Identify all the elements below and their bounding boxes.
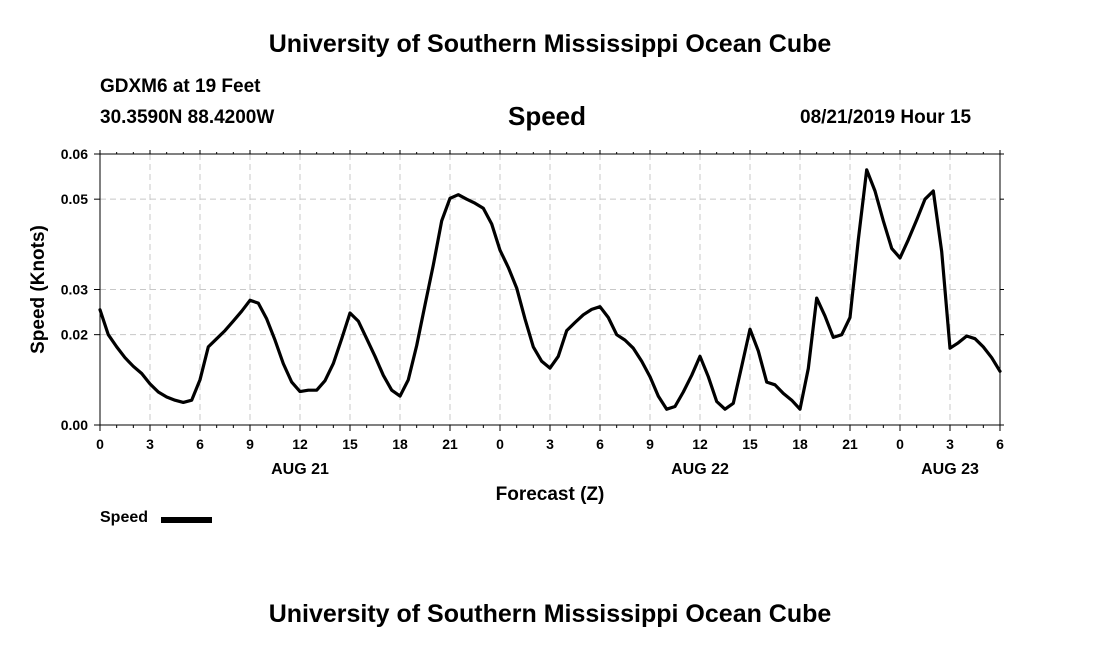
station-label: GDXM6 at 19 Feet bbox=[100, 76, 261, 97]
x-tick-label: 0 bbox=[96, 436, 104, 452]
x-tick-label: 15 bbox=[742, 436, 758, 452]
legend-label: Speed bbox=[100, 509, 149, 526]
x-tick-label: 18 bbox=[392, 436, 408, 452]
chart-axes bbox=[94, 150, 1004, 431]
x-tick-label: 6 bbox=[196, 436, 204, 452]
page-title: University of Southern Mississippi Ocean… bbox=[268, 30, 832, 58]
x-tick-label: 9 bbox=[246, 436, 254, 452]
y-tick-label: 0.06 bbox=[61, 146, 88, 162]
date-label: AUG 21 bbox=[271, 461, 329, 478]
y-axis-label: Speed (Knots) bbox=[28, 225, 49, 354]
x-tick-label: 6 bbox=[596, 436, 604, 452]
tick-labels: 0 3 6 9 12 15 18 21 0 3 6 9 12 15 18 21 0 3 6 0.00 0.02 0.03 0… bbox=[28, 146, 1004, 505]
x-tick-label: 3 bbox=[146, 436, 154, 452]
date-label: AUG 23 bbox=[921, 461, 979, 478]
series-group bbox=[98, 168, 1002, 411]
x-tick-label: 9 bbox=[646, 436, 654, 452]
chart-title: Speed bbox=[508, 101, 587, 131]
x-tick-label: 15 bbox=[342, 436, 358, 452]
legend-swatch bbox=[161, 517, 212, 523]
y-tick-label: 0.03 bbox=[61, 282, 88, 298]
x-tick-label: 6 bbox=[996, 436, 1004, 452]
x-tick-label: 3 bbox=[546, 436, 554, 452]
x-tick-label: 12 bbox=[692, 436, 708, 452]
x-tick-label: 0 bbox=[496, 436, 504, 452]
timestamp-label: 08/21/2019 Hour 15 bbox=[800, 107, 972, 128]
grid-lines bbox=[100, 154, 1000, 425]
x-tick-label: 12 bbox=[292, 436, 308, 452]
speed-series-line bbox=[98, 168, 1002, 411]
x-tick-label: 3 bbox=[946, 436, 954, 452]
x-tick-label: 21 bbox=[442, 436, 458, 452]
legend: Speed bbox=[100, 509, 148, 527]
x-tick-label: 0 bbox=[896, 436, 904, 452]
x-tick-label: 18 bbox=[792, 436, 808, 452]
x-axis-label: Forecast (Z) bbox=[496, 484, 605, 505]
coordinates-label: 30.3590N 88.4200W bbox=[100, 107, 275, 128]
date-label: AUG 22 bbox=[671, 461, 729, 478]
x-tick-label: 21 bbox=[842, 436, 858, 452]
footer-title: University of Southern Mississippi Ocean… bbox=[268, 600, 832, 628]
y-tick-label: 0.00 bbox=[61, 417, 88, 433]
y-tick-label: 0.05 bbox=[61, 191, 88, 207]
y-tick-label: 0.02 bbox=[61, 327, 88, 343]
